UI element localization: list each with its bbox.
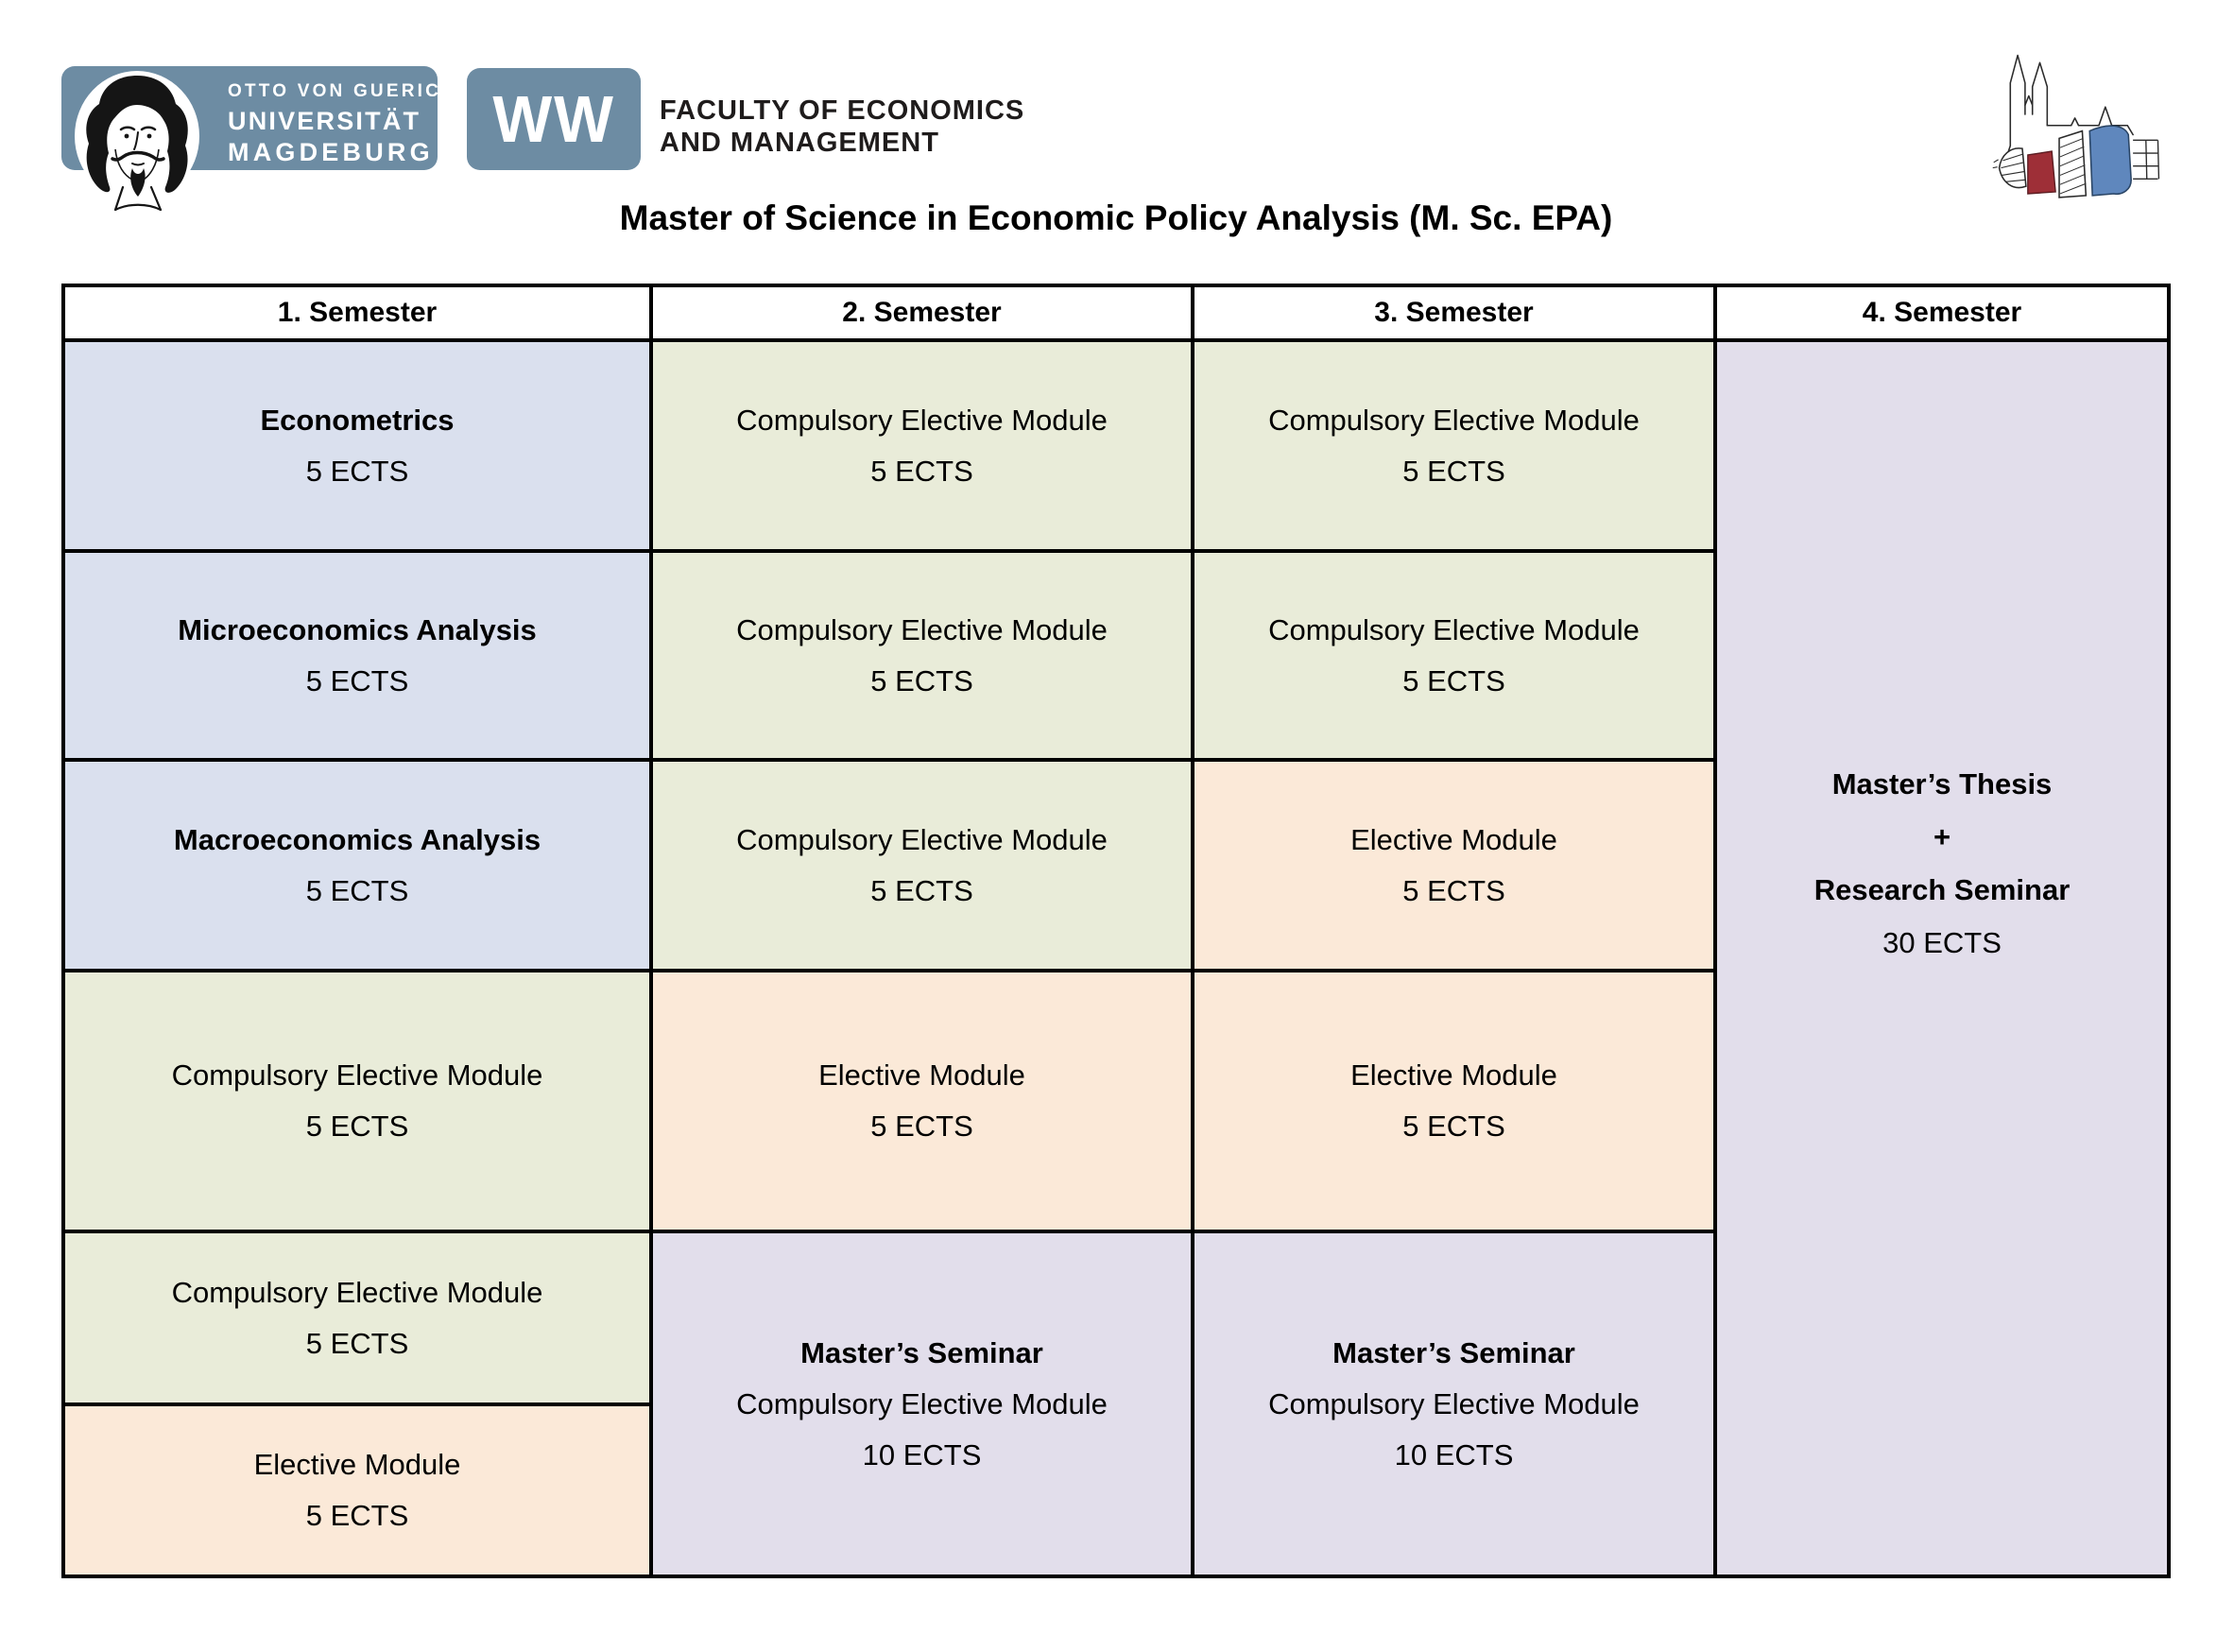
cell-s1-compulsory-elective-1: Compulsory Elective Module 5 ECTS: [65, 972, 649, 1230]
module-ects: 5 ECTS: [305, 873, 409, 907]
module-title: Master’s Seminar: [1332, 1335, 1575, 1369]
cell-s3-elective-1: Elective Module 5 ECTS: [1194, 762, 1713, 969]
module-title: Compulsory Elective Module: [171, 1058, 543, 1092]
module-ects: 5 ECTS: [305, 663, 409, 697]
module-title: Elective Module: [1350, 1058, 1557, 1092]
module-ects: 5 ECTS: [870, 663, 973, 697]
module-ects: 5 ECTS: [1402, 663, 1505, 697]
university-logo-line3: MAGDEBURG: [228, 138, 434, 166]
campus-building-icon: [1992, 54, 2160, 198]
cell-s2-elective-1: Elective Module 5 ECTS: [653, 972, 1191, 1230]
semester-3-header: 3. Semester: [1194, 287, 1713, 338]
module-ects: 10 ECTS: [862, 1437, 982, 1471]
module-ects: 5 ECTS: [305, 1499, 409, 1532]
module-ects: 5 ECTS: [305, 1110, 409, 1143]
module-ects: 30 ECTS: [1882, 926, 2002, 959]
module-subtitle: Compulsory Elective Module: [736, 1386, 1108, 1420]
faculty-name: FACULTY OF ECONOMICS AND MANAGEMENT: [660, 95, 1024, 159]
cell-s4-masters-thesis: Master’s Thesis + Research Seminar 30 EC…: [1717, 342, 2167, 1575]
module-ects: 5 ECTS: [870, 454, 973, 488]
thesis-title: Master’s Thesis: [1831, 767, 2053, 800]
university-logo-line1: OTTO VON GUERICKE: [228, 81, 473, 101]
otto-von-guericke-portrait-icon: [75, 71, 199, 212]
module-ects: 5 ECTS: [870, 873, 973, 907]
cell-s2-compulsory-elective-2: Compulsory Elective Module 5 ECTS: [653, 553, 1191, 758]
module-ects: 5 ECTS: [1402, 1110, 1505, 1143]
module-title: Master’s Seminar: [800, 1335, 1043, 1369]
module-title: Elective Module: [1350, 822, 1557, 856]
semester-2-header: 2. Semester: [653, 287, 1191, 338]
semester-1-header-label: 1. Semester: [277, 297, 438, 328]
module-title: Econometrics: [260, 403, 455, 437]
research-seminar-title: Research Seminar: [1813, 873, 2071, 906]
module-title: Compulsory Elective Module: [736, 612, 1108, 646]
module-title: Elective Module: [818, 1058, 1025, 1092]
module-ects: 5 ECTS: [305, 454, 409, 488]
cell-s1-elective-1: Elective Module 5 ECTS: [65, 1406, 649, 1575]
semester-4-header-label: 4. Semester: [1862, 297, 2022, 328]
curriculum-table: 1. Semester 2. Semester 3. Semester 4. S…: [61, 284, 2171, 1578]
module-title: Compulsory Elective Module: [1268, 612, 1640, 646]
faculty-name-line2: AND MANAGEMENT: [660, 128, 939, 158]
cell-s1-compulsory-elective-2: Compulsory Elective Module 5 ECTS: [65, 1233, 649, 1402]
university-logo-line2: UNIVERSITÄT: [228, 107, 421, 135]
cell-s1-econometrics: Econometrics 5 ECTS: [65, 342, 649, 549]
cell-s1-macroeconomics: Macroeconomics Analysis 5 ECTS: [65, 762, 649, 969]
module-title: Compulsory Elective Module: [1268, 403, 1640, 437]
module-ects: 5 ECTS: [1402, 873, 1505, 907]
faculty-name-line1: FACULTY OF ECONOMICS: [660, 95, 1025, 126]
university-logo: OTTO VON GUERICKE UNIVERSITÄT MAGDEBURG: [61, 66, 473, 212]
semester-1-header: 1. Semester: [65, 287, 649, 338]
module-title: Microeconomics Analysis: [178, 612, 537, 646]
thesis-plus-sign: +: [1933, 820, 1951, 853]
semester-4-header: 4. Semester: [1717, 287, 2167, 338]
module-subtitle: Compulsory Elective Module: [1268, 1386, 1640, 1420]
module-ects: 5 ECTS: [870, 1110, 973, 1143]
faculty-ww-logo: WW: [467, 68, 641, 170]
module-title: Compulsory Elective Module: [736, 403, 1108, 437]
faculty-ww-text: WW: [492, 82, 615, 156]
module-ects: 5 ECTS: [1402, 454, 1505, 488]
cell-s3-compulsory-elective-1: Compulsory Elective Module 5 ECTS: [1194, 342, 1713, 549]
module-title: Macroeconomics Analysis: [173, 822, 541, 856]
cell-s3-masters-seminar: Master’s Seminar Compulsory Elective Mod…: [1194, 1233, 1713, 1575]
module-ects: 5 ECTS: [305, 1326, 409, 1360]
semester-3-header-label: 3. Semester: [1374, 297, 1534, 328]
cell-s2-compulsory-elective-3: Compulsory Elective Module 5 ECTS: [653, 762, 1191, 969]
semester-2-header-label: 2. Semester: [842, 297, 1002, 328]
page-title: Master of Science in Economic Policy Ana…: [619, 198, 1613, 237]
module-ects: 10 ECTS: [1394, 1437, 1514, 1471]
cell-s2-masters-seminar: Master’s Seminar Compulsory Elective Mod…: [653, 1233, 1191, 1575]
cell-s3-compulsory-elective-2: Compulsory Elective Module 5 ECTS: [1194, 553, 1713, 758]
cell-s1-microeconomics: Microeconomics Analysis 5 ECTS: [65, 553, 649, 758]
cell-s3-elective-2: Elective Module 5 ECTS: [1194, 972, 1713, 1230]
cell-s2-compulsory-elective-1: Compulsory Elective Module 5 ECTS: [653, 342, 1191, 549]
module-title: Elective Module: [253, 1448, 461, 1481]
module-title: Compulsory Elective Module: [736, 822, 1108, 856]
module-title: Compulsory Elective Module: [171, 1275, 543, 1309]
university-logo-text: OTTO VON GUERICKE UNIVERSITÄT MAGDEBURG: [228, 77, 473, 168]
